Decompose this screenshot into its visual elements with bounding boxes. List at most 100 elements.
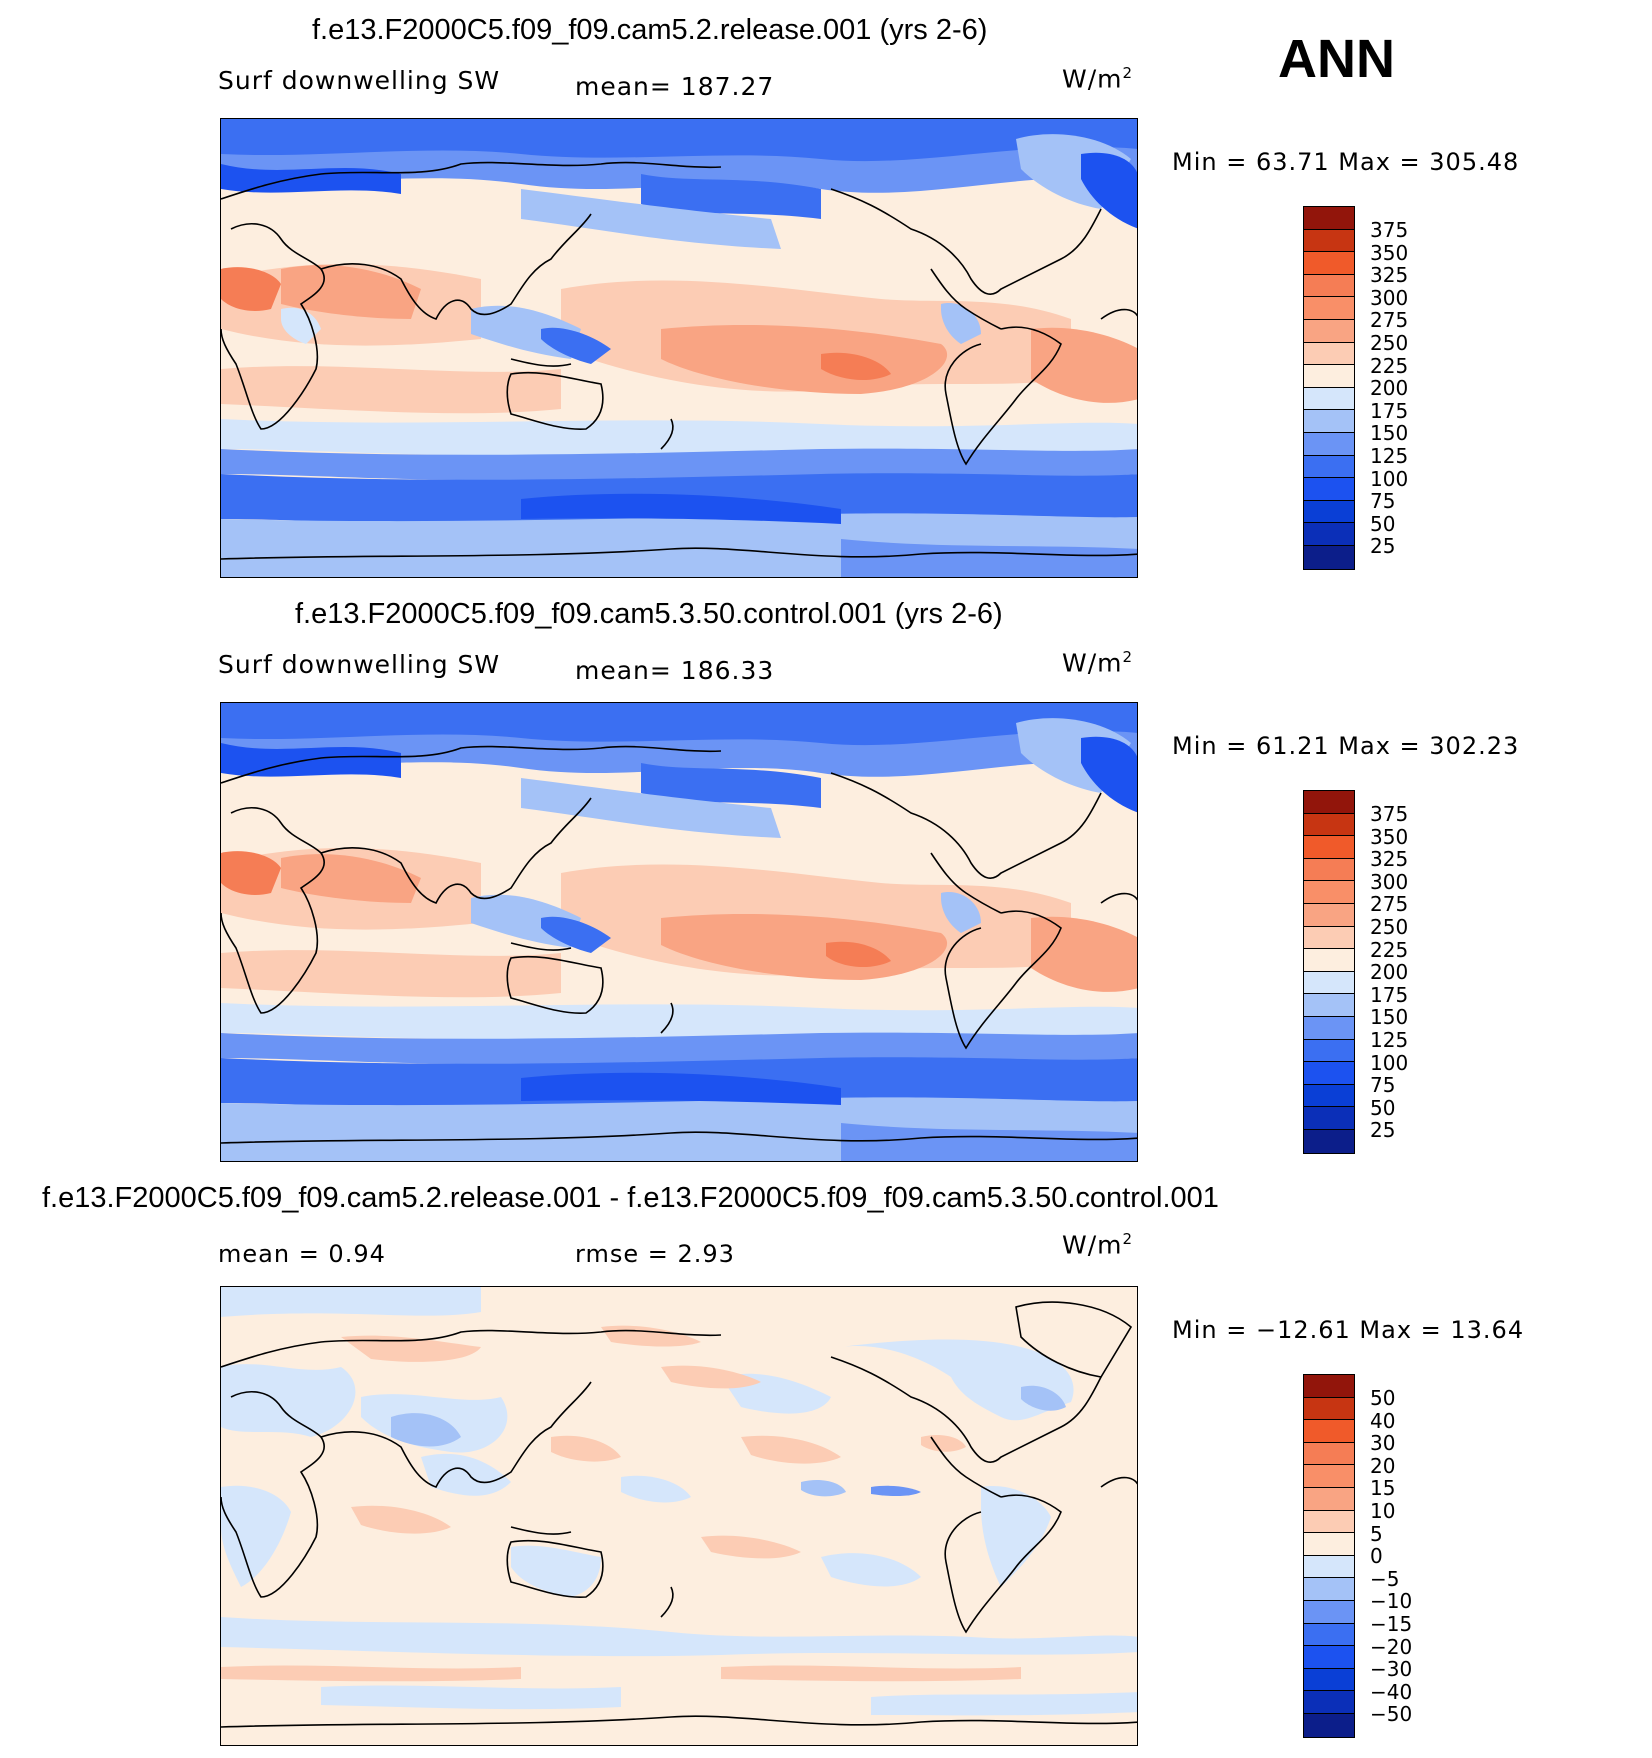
colorbar-tick: 75 — [1370, 489, 1396, 514]
variable-label: Surf downwelling SW — [218, 66, 501, 95]
colorbar-swatch — [1304, 229, 1354, 253]
colorbar-swatch — [1304, 1420, 1354, 1443]
colorbar-tick: 175 — [1370, 398, 1409, 423]
colorbar-swatch — [1304, 1465, 1354, 1488]
colorbar-tick: 50 — [1370, 1386, 1396, 1410]
colorbar-tick: 200 — [1370, 960, 1409, 985]
colorbar-swatch — [1304, 1510, 1354, 1534]
colorbar-tick: 225 — [1370, 937, 1409, 962]
colorbar-swatch — [1304, 1691, 1354, 1714]
colorbar-swatch — [1304, 971, 1354, 995]
colorbar-swatch — [1304, 545, 1354, 569]
mean-label: mean= 187.27 — [575, 72, 775, 101]
colorbar-swatch — [1304, 1107, 1354, 1130]
colorbar-swatch — [1304, 387, 1354, 411]
colorbar-swatch — [1304, 432, 1354, 456]
colorbar — [1303, 206, 1355, 570]
units-label: W/m2 — [1062, 648, 1134, 678]
colorbar-swatch — [1304, 813, 1354, 837]
colorbar-swatch — [1304, 926, 1354, 950]
min-max-label: Min = 63.71 Max = 305.48 — [1172, 148, 1520, 176]
panel-title: f.e13.F2000C5.f09_f09.cam5.2.release.001… — [42, 1182, 1219, 1214]
colorbar-swatch — [1304, 1578, 1354, 1601]
colorbar-swatch — [1304, 1555, 1354, 1579]
colorbar-swatch — [1304, 858, 1354, 882]
colorbar-tick: 375 — [1370, 802, 1409, 826]
colorbar-tick: 50 — [1370, 511, 1396, 536]
map-panel — [220, 702, 1138, 1162]
colorbar-tick: 150 — [1370, 421, 1409, 446]
colorbar-tick: 125 — [1370, 444, 1409, 468]
colorbar-swatch — [1304, 1442, 1354, 1466]
colorbar-tick: 275 — [1370, 892, 1409, 917]
panel-title: f.e13.F2000C5.f09_f09.cam5.3.50.control.… — [295, 598, 1003, 630]
colorbar-swatch — [1304, 1668, 1354, 1692]
colorbar-swatch — [1304, 365, 1354, 388]
colorbar-tick: 15 — [1370, 1476, 1396, 1501]
colorbar-swatch — [1304, 1084, 1354, 1108]
colorbar-swatch — [1304, 523, 1354, 546]
colorbar — [1303, 1374, 1355, 1738]
colorbar-swatch — [1304, 1397, 1354, 1421]
map-panel — [220, 118, 1138, 578]
colorbar-tick: 200 — [1370, 376, 1409, 401]
field-map — [221, 703, 1137, 1161]
colorbar-swatch — [1304, 410, 1354, 433]
colorbar-tick: 30 — [1370, 1431, 1396, 1456]
field-map — [221, 119, 1137, 577]
colorbar-tick: −20 — [1370, 1634, 1413, 1659]
colorbar-swatch — [1304, 1375, 1354, 1398]
variable-label: Surf downwelling SW — [218, 650, 501, 679]
colorbar-tick: 25 — [1370, 1118, 1396, 1143]
colorbar-swatch — [1304, 478, 1354, 501]
colorbar-swatch — [1304, 1487, 1354, 1511]
colorbar-tick: 40 — [1370, 1408, 1396, 1433]
colorbar-tick: 0 — [1370, 1544, 1383, 1569]
colorbar-tick: 25 — [1370, 534, 1396, 559]
colorbar-swatch — [1304, 881, 1354, 904]
season-label: ANN — [1278, 29, 1395, 89]
colorbar — [1303, 790, 1355, 1154]
units-label: W/m2 — [1062, 64, 1134, 94]
colorbar-tick: 150 — [1370, 1005, 1409, 1030]
colorbar-tick: 75 — [1370, 1073, 1396, 1098]
colorbar-tick: 325 — [1370, 847, 1409, 872]
colorbar-swatch — [1304, 207, 1354, 230]
colorbar-tick: 375 — [1370, 218, 1409, 242]
colorbar-tick: −40 — [1370, 1679, 1413, 1704]
colorbar-tick: 350 — [1370, 824, 1409, 849]
colorbar-tick: 350 — [1370, 240, 1409, 265]
colorbar-swatch — [1304, 319, 1354, 343]
colorbar-swatch — [1304, 1713, 1354, 1737]
colorbar-swatch — [1304, 342, 1354, 366]
colorbar-tick: −10 — [1370, 1589, 1413, 1614]
colorbar-tick: 250 — [1370, 331, 1409, 355]
colorbar-tick: 225 — [1370, 353, 1409, 378]
colorbar-swatch — [1304, 949, 1354, 972]
colorbar-swatch — [1304, 1016, 1354, 1040]
colorbar-tick: 100 — [1370, 466, 1409, 491]
map-panel — [220, 1286, 1138, 1746]
colorbar-swatch — [1304, 791, 1354, 814]
colorbar-tick: 300 — [1370, 869, 1409, 894]
colorbar-swatch — [1304, 500, 1354, 524]
colorbar-swatch — [1304, 1600, 1354, 1624]
colorbar-swatch — [1304, 836, 1354, 859]
colorbar-tick: −5 — [1370, 1566, 1400, 1591]
colorbar-swatch — [1304, 994, 1354, 1017]
colorbar-tick: −50 — [1370, 1702, 1413, 1727]
colorbar-swatch — [1304, 1533, 1354, 1556]
colorbar-swatch — [1304, 1039, 1354, 1063]
colorbar-tick: 250 — [1370, 915, 1409, 939]
colorbar-tick: 100 — [1370, 1050, 1409, 1075]
colorbar-tick: −30 — [1370, 1657, 1413, 1682]
min-max-label: Min = 61.21 Max = 302.23 — [1172, 732, 1520, 760]
colorbar-tick: 50 — [1370, 1095, 1396, 1120]
colorbar-swatch — [1304, 903, 1354, 927]
colorbar-tick: 275 — [1370, 308, 1409, 333]
colorbar-swatch — [1304, 1129, 1354, 1153]
diff-mean-label: mean = 0.94 — [218, 1240, 386, 1268]
colorbar-swatch — [1304, 455, 1354, 479]
units-label: W/m2 — [1062, 1230, 1134, 1260]
colorbar-swatch — [1304, 252, 1354, 275]
